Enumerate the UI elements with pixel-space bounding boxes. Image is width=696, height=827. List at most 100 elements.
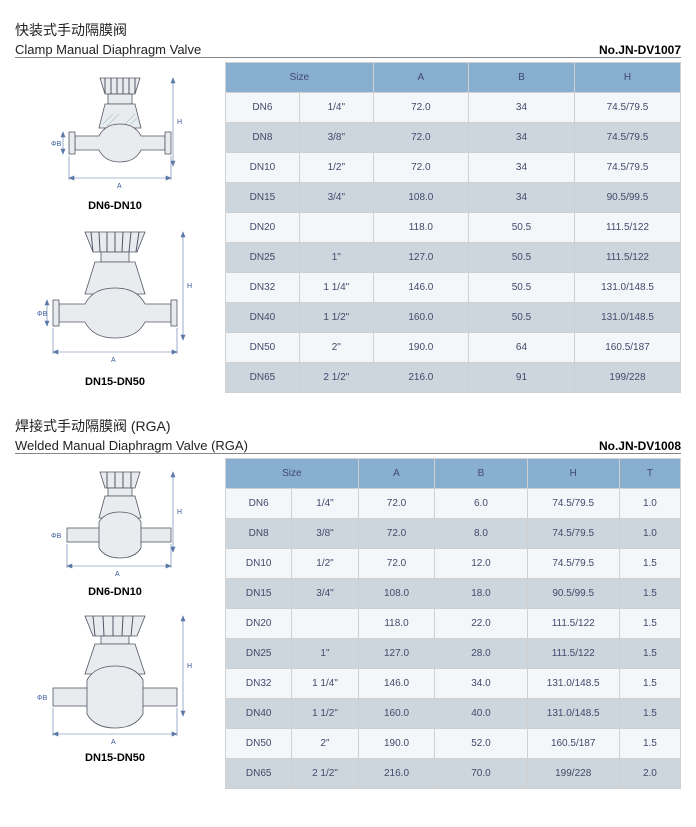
table-cell: 2 1/2" bbox=[292, 759, 358, 789]
table-cell: 108.0 bbox=[358, 579, 435, 609]
table-cell: 111.5/122 bbox=[574, 243, 680, 273]
col-header: B bbox=[435, 459, 527, 489]
table-header-row: SizeABH bbox=[226, 63, 681, 93]
part-number: No.JN-DV1007 bbox=[599, 43, 681, 57]
table-cell: 1.5 bbox=[619, 699, 680, 729]
diagram-label: DN15-DN50 bbox=[85, 752, 145, 764]
table-cell: 131.0/148.5 bbox=[574, 303, 680, 333]
valve-drawing-icon: H bbox=[45, 66, 185, 196]
diagram-large-valve: H A ΦB bbox=[35, 222, 195, 388]
svg-text:A: A bbox=[111, 357, 116, 364]
table-cell: DN10 bbox=[226, 549, 292, 579]
table-row: DN502"190.052.0160.5/1871.5 bbox=[226, 729, 681, 759]
table-row: DN652 1/2"216.091199/228 bbox=[226, 363, 681, 393]
svg-text:H: H bbox=[187, 283, 192, 290]
table-cell: DN40 bbox=[226, 303, 300, 333]
title-en: Clamp Manual Diaphragm Valve bbox=[15, 42, 201, 57]
title-cn: 焊接式手动隔膜阀 (RGA) bbox=[15, 416, 681, 436]
svg-text:ΦB: ΦB bbox=[51, 141, 62, 148]
table-cell: 199/228 bbox=[574, 363, 680, 393]
table-row: DN61/4"72.06.074.5/79.51.0 bbox=[226, 489, 681, 519]
svg-text:ΦB: ΦB bbox=[51, 533, 62, 540]
table-cell: DN32 bbox=[226, 273, 300, 303]
table-cell: 160.0 bbox=[373, 303, 468, 333]
table-cell: 1.5 bbox=[619, 639, 680, 669]
table-row: DN61/4"72.03474.5/79.5 bbox=[226, 93, 681, 123]
table-cell: DN10 bbox=[226, 153, 300, 183]
table-cell: 108.0 bbox=[373, 183, 468, 213]
table-cell: 111.5/122 bbox=[527, 639, 619, 669]
table-cell: 216.0 bbox=[358, 759, 435, 789]
table-cell: 127.0 bbox=[373, 243, 468, 273]
table-cell: 160.5/187 bbox=[574, 333, 680, 363]
table-cell: 2" bbox=[292, 729, 358, 759]
table-cell: 74.5/79.5 bbox=[574, 93, 680, 123]
col-header: Size bbox=[226, 459, 359, 489]
table-cell: 3/8" bbox=[292, 519, 358, 549]
table-cell: 34 bbox=[469, 123, 575, 153]
table-cell: DN15 bbox=[226, 579, 292, 609]
table-cell: 1" bbox=[292, 639, 358, 669]
table-cell: DN65 bbox=[226, 759, 292, 789]
table-row: DN321 1/4"146.050.5131.0/148.5 bbox=[226, 273, 681, 303]
table-cell: 199/228 bbox=[527, 759, 619, 789]
table-row: DN502"190.064160.5/187 bbox=[226, 333, 681, 363]
table-row: DN652 1/2"216.070.0199/2282.0 bbox=[226, 759, 681, 789]
table-cell: 72.0 bbox=[358, 549, 435, 579]
table-cell: 40.0 bbox=[435, 699, 527, 729]
table-cell: DN32 bbox=[226, 669, 292, 699]
diagram-column: H A ΦB DN6-DN10 bbox=[15, 458, 215, 774]
table-cell: 22.0 bbox=[435, 609, 527, 639]
section-welded-valve: 焊接式手动隔膜阀 (RGA) Welded Manual Diaphragm V… bbox=[15, 416, 681, 789]
table-cell: 34 bbox=[469, 93, 575, 123]
table-cell: 111.5/122 bbox=[574, 213, 680, 243]
col-header: A bbox=[373, 63, 468, 93]
table-cell: 118.0 bbox=[373, 213, 468, 243]
table-cell: 1 1/2" bbox=[299, 303, 373, 333]
table-cell: 1/4" bbox=[299, 93, 373, 123]
table-cell: 6.0 bbox=[435, 489, 527, 519]
svg-text:A: A bbox=[117, 183, 122, 190]
table-row: DN153/4"108.018.090.5/99.51.5 bbox=[226, 579, 681, 609]
table-cell: 50.5 bbox=[469, 243, 575, 273]
svg-text:A: A bbox=[115, 571, 120, 578]
table-cell: 34.0 bbox=[435, 669, 527, 699]
col-header: A bbox=[358, 459, 435, 489]
table-cell: 72.0 bbox=[373, 123, 468, 153]
spec-table-1008: SizeABHT DN61/4"72.06.074.5/79.51.0DN83/… bbox=[225, 458, 681, 789]
table-cell: 72.0 bbox=[358, 489, 435, 519]
table-cell: DN40 bbox=[226, 699, 292, 729]
table-row: DN101/2"72.03474.5/79.5 bbox=[226, 153, 681, 183]
table-cell: 72.0 bbox=[373, 93, 468, 123]
col-header: H bbox=[527, 459, 619, 489]
title-en: Welded Manual Diaphragm Valve (RGA) bbox=[15, 438, 248, 453]
part-number: No.JN-DV1008 bbox=[599, 439, 681, 453]
table-row: DN83/8"72.03474.5/79.5 bbox=[226, 123, 681, 153]
table-cell: 216.0 bbox=[373, 363, 468, 393]
table-cell: 3/8" bbox=[299, 123, 373, 153]
col-header: H bbox=[574, 63, 680, 93]
table-cell: 1 1/4" bbox=[292, 669, 358, 699]
table-row: DN251"127.028.0111.5/1221.5 bbox=[226, 639, 681, 669]
table-cell: 2 1/2" bbox=[299, 363, 373, 393]
svg-text:ΦB: ΦB bbox=[37, 695, 48, 702]
table-row: DN401 1/2"160.050.5131.0/148.5 bbox=[226, 303, 681, 333]
table-cell: 50.5 bbox=[469, 273, 575, 303]
table-cell: 3/4" bbox=[299, 183, 373, 213]
table-cell: 64 bbox=[469, 333, 575, 363]
table-cell: 18.0 bbox=[435, 579, 527, 609]
table-cell: DN50 bbox=[226, 729, 292, 759]
table-cell: 1/2" bbox=[299, 153, 373, 183]
svg-text:A: A bbox=[111, 739, 116, 746]
table-cell: 1.0 bbox=[619, 519, 680, 549]
table-cell: DN65 bbox=[226, 363, 300, 393]
table-cell: 111.5/122 bbox=[527, 609, 619, 639]
table-row: DN251"127.050.5111.5/122 bbox=[226, 243, 681, 273]
table-cell: DN25 bbox=[226, 639, 292, 669]
table-cell: 127.0 bbox=[358, 639, 435, 669]
table-cell: 131.0/148.5 bbox=[527, 699, 619, 729]
table-cell: DN25 bbox=[226, 243, 300, 273]
table-cell: 131.0/148.5 bbox=[527, 669, 619, 699]
table-cell: 1/2" bbox=[292, 549, 358, 579]
valve-drawing-icon: H A ΦB bbox=[35, 222, 195, 372]
